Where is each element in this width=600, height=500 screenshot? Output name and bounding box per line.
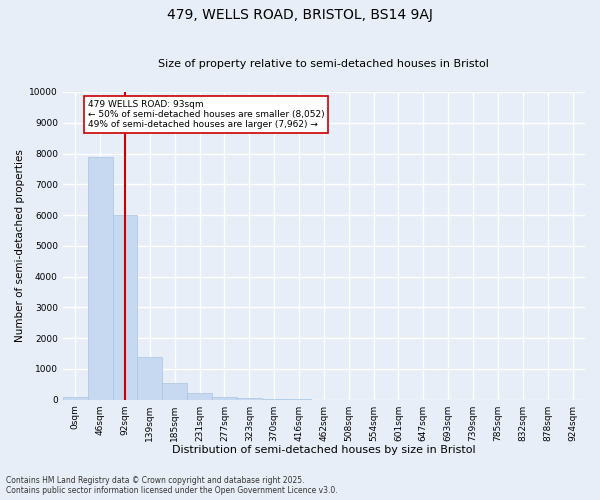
Bar <box>162 382 187 400</box>
Y-axis label: Number of semi-detached properties: Number of semi-detached properties <box>15 150 25 342</box>
Bar <box>212 396 237 400</box>
Bar <box>88 156 113 400</box>
Bar <box>187 394 212 400</box>
Bar <box>137 356 162 400</box>
Text: 479 WELLS ROAD: 93sqm
← 50% of semi-detached houses are smaller (8,052)
49% of s: 479 WELLS ROAD: 93sqm ← 50% of semi-deta… <box>88 100 324 130</box>
Bar <box>237 398 262 400</box>
Text: 479, WELLS ROAD, BRISTOL, BS14 9AJ: 479, WELLS ROAD, BRISTOL, BS14 9AJ <box>167 8 433 22</box>
Bar <box>63 396 88 400</box>
Bar <box>113 215 137 400</box>
Bar <box>262 399 287 400</box>
Text: Contains HM Land Registry data © Crown copyright and database right 2025.
Contai: Contains HM Land Registry data © Crown c… <box>6 476 338 495</box>
X-axis label: Distribution of semi-detached houses by size in Bristol: Distribution of semi-detached houses by … <box>172 445 476 455</box>
Title: Size of property relative to semi-detached houses in Bristol: Size of property relative to semi-detach… <box>158 59 490 69</box>
